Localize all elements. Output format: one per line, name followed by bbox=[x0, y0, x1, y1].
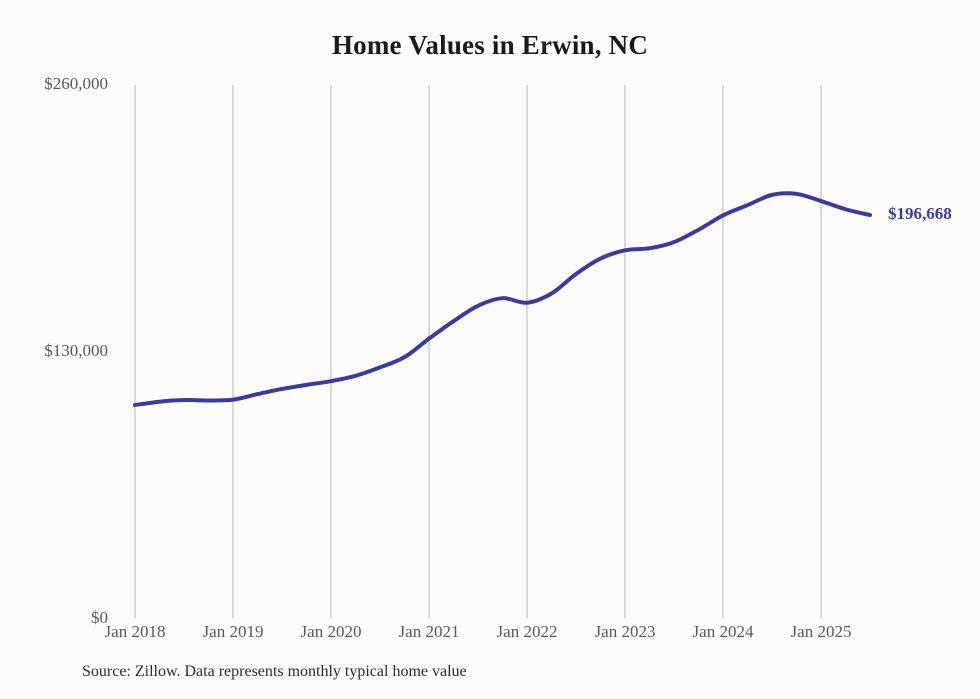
x-tick-label-jan-2020: Jan 2020 bbox=[300, 622, 362, 641]
x-tick-label-jan-2025: Jan 2025 bbox=[790, 622, 852, 641]
vertical-gridlines bbox=[134, 85, 822, 618]
home-value-line bbox=[133, 191, 872, 407]
source-note: Source: Zillow. Data represents monthly … bbox=[82, 663, 467, 680]
x-tick-label-jan-2023: Jan 2023 bbox=[594, 622, 656, 641]
value-line-series bbox=[133, 191, 872, 407]
y-tick-label-260000: $260,000 bbox=[44, 74, 108, 93]
chart-title: Home Values in Erwin, NC bbox=[331, 30, 649, 60]
end-value-annotation: $196,668 bbox=[888, 204, 952, 224]
y-tick-label-130000: $130,000 bbox=[44, 341, 108, 360]
x-tick-label-jan-2024: Jan 2024 bbox=[692, 622, 754, 641]
x-tick-label-jan-2018: Jan 2018 bbox=[104, 622, 166, 641]
x-tick-label-jan-2019: Jan 2019 bbox=[202, 622, 264, 641]
x-tick-label-jan-2021: Jan 2021 bbox=[398, 622, 460, 641]
x-tick-label-jan-2022: Jan 2022 bbox=[496, 622, 558, 641]
y-tick-label-0: $0 bbox=[91, 608, 108, 627]
